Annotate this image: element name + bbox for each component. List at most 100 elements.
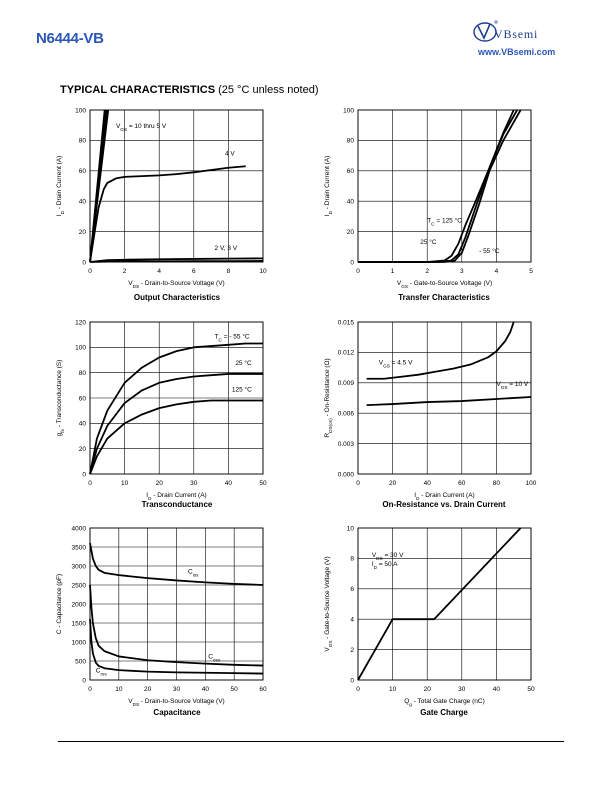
gate-charge-chart: 0 10 20 30 40 50 0 2 4 6 8 10 Qg - Total Gate Charge… xyxy=(324,525,535,706)
y-tick-label: 4 xyxy=(350,617,354,624)
series-line xyxy=(366,396,532,406)
y-tick-label: 20 xyxy=(347,229,355,236)
transconductance-chart: 0 10 20 30 40 50 0 20 40 60 80 100 120 ID - Drain Cur… xyxy=(56,319,267,501)
capacitance-chart: 0 10 20 30 40 50 60 0 500 1000 1500 2000 2500 3000 350… xyxy=(56,525,267,706)
y-axis-label: gfs - Transconductance (S) xyxy=(56,360,65,437)
x-tick-label: 3 xyxy=(460,268,464,275)
annotation-label: VGS = 10 V xyxy=(496,381,529,390)
annotation-label: - 55 °C xyxy=(479,247,500,255)
vbsemi-logo xyxy=(473,20,498,42)
x-tick-label: 30 xyxy=(458,686,466,693)
x-tick-label: 2 xyxy=(123,268,127,275)
y-tick-label: 2500 xyxy=(72,582,87,589)
annotation-label: TC = - 55 °C xyxy=(215,332,250,342)
plot-frame xyxy=(89,109,264,263)
annotation-label: Crss xyxy=(96,667,108,676)
y-tick-label: 1500 xyxy=(72,620,87,627)
y-tick-label: 20 xyxy=(79,446,87,453)
transfer-characteristics-chart: 0 1 2 3 4 5 0 20 40 60 80 100 VGS - Gate-to-Source V… xyxy=(324,107,533,288)
x-tick-label: 40 xyxy=(493,686,501,693)
series-line xyxy=(89,543,264,586)
x-tick-label: 40 xyxy=(202,686,210,693)
x-tick-label: 10 xyxy=(121,480,129,487)
y-tick-label: 500 xyxy=(75,658,86,665)
x-tick-label: 30 xyxy=(173,686,181,693)
part-number: N6444-VB xyxy=(36,30,104,47)
y-axis-label: VGS - Gate-to-Source Voltage (V) xyxy=(324,556,333,651)
x-tick-label: 4 xyxy=(495,268,499,275)
x-tick-label: 6 xyxy=(192,268,196,275)
x-tick-label: 8 xyxy=(227,268,231,275)
y-tick-label: 1000 xyxy=(72,639,87,646)
series-line xyxy=(89,619,264,675)
x-tick-label: 2 xyxy=(425,268,429,275)
annotation-label: VGS = 10 thru 5 V xyxy=(116,123,167,132)
chart-title-transfer: Transfer Characteristics xyxy=(398,293,490,302)
x-tick-label: 10 xyxy=(389,686,397,693)
x-tick-label: 40 xyxy=(424,480,432,487)
y-axis-label: RDS(on) - On-Resistance (Ω) xyxy=(324,358,333,437)
series-line xyxy=(89,373,263,475)
y-tick-label: 0.000 xyxy=(338,471,355,478)
brand-name: VBsemi xyxy=(494,27,539,41)
y-tick-label: 0.015 xyxy=(338,319,355,326)
x-tick-label: 100 xyxy=(526,480,537,487)
x-tick-label: 60 xyxy=(458,480,466,487)
y-tick-label: 10 xyxy=(347,525,355,532)
y-tick-label: 2000 xyxy=(72,601,87,608)
x-axis-label: ID - Drain Current (A) xyxy=(146,492,206,501)
x-tick-label: 10 xyxy=(115,686,123,693)
y-tick-label: 100 xyxy=(75,345,86,352)
x-tick-label: 0 xyxy=(356,480,360,487)
y-tick-label: 0.003 xyxy=(338,441,355,448)
chart-title-gate-charge: Gate Charge xyxy=(420,708,468,717)
y-tick-label: 80 xyxy=(347,138,355,145)
website-link[interactable]: www.VBsemi.com xyxy=(478,47,556,57)
annotation-label: ID = 50 A xyxy=(372,561,398,570)
y-tick-label: 0.012 xyxy=(338,350,355,357)
x-tick-label: 50 xyxy=(527,686,535,693)
y-tick-label: 120 xyxy=(75,319,86,326)
y-tick-label: 40 xyxy=(347,199,355,206)
x-axis-label: VDS - Drain-to-Source Voltage (V) xyxy=(128,280,224,289)
y-tick-label: 0 xyxy=(82,471,86,478)
grid xyxy=(357,527,532,681)
grid xyxy=(89,527,264,681)
series-line xyxy=(89,165,246,263)
y-tick-label: 60 xyxy=(347,168,355,175)
annotation-label: 2 V, 3 V xyxy=(215,245,238,252)
y-axis-label: C - Capacitance (pF) xyxy=(56,574,63,634)
x-tick-label: 80 xyxy=(493,480,501,487)
plot-frame xyxy=(357,527,532,681)
x-tick-label: 20 xyxy=(156,480,164,487)
y-tick-label: 8 xyxy=(350,556,354,563)
annotation-label: Coss xyxy=(208,654,221,663)
series-line xyxy=(358,109,522,263)
on-resistance-chart: 0 20 40 60 80 100 0.000 0.003 0.006 0.009 0.012 0.0… xyxy=(324,319,537,500)
footer-divider xyxy=(58,741,564,742)
x-tick-label: 60 xyxy=(259,686,267,693)
series-line xyxy=(357,527,522,681)
annotation-label: 125 °C xyxy=(232,386,252,394)
chart-title-capacitance: Capacitance xyxy=(153,708,201,717)
annotation-label: Ciss xyxy=(188,569,199,578)
chart-title-transconductance: Transconductance xyxy=(141,500,213,509)
x-tick-label: 20 xyxy=(389,480,397,487)
series-line xyxy=(89,584,264,667)
chart-title-on-resistance: On-Resistance vs. Drain Current xyxy=(382,500,506,509)
annotation-label: 25 °C xyxy=(235,359,252,367)
y-tick-label: 40 xyxy=(79,421,87,428)
x-tick-label: 0 xyxy=(88,268,92,275)
y-tick-label: 4000 xyxy=(72,525,87,532)
x-tick-label: 4 xyxy=(157,268,161,275)
plot-frame xyxy=(357,321,532,475)
series-line xyxy=(89,257,264,263)
y-axis-label: ID - Drain Current (A) xyxy=(324,156,333,216)
annotation-label: 4 V xyxy=(225,151,235,158)
x-tick-label: 10 xyxy=(259,268,267,275)
x-tick-label: 30 xyxy=(190,480,198,487)
y-tick-label: 6 xyxy=(350,586,354,593)
annotation-label: VDS = 30 V xyxy=(372,552,404,561)
series-line xyxy=(89,399,263,475)
